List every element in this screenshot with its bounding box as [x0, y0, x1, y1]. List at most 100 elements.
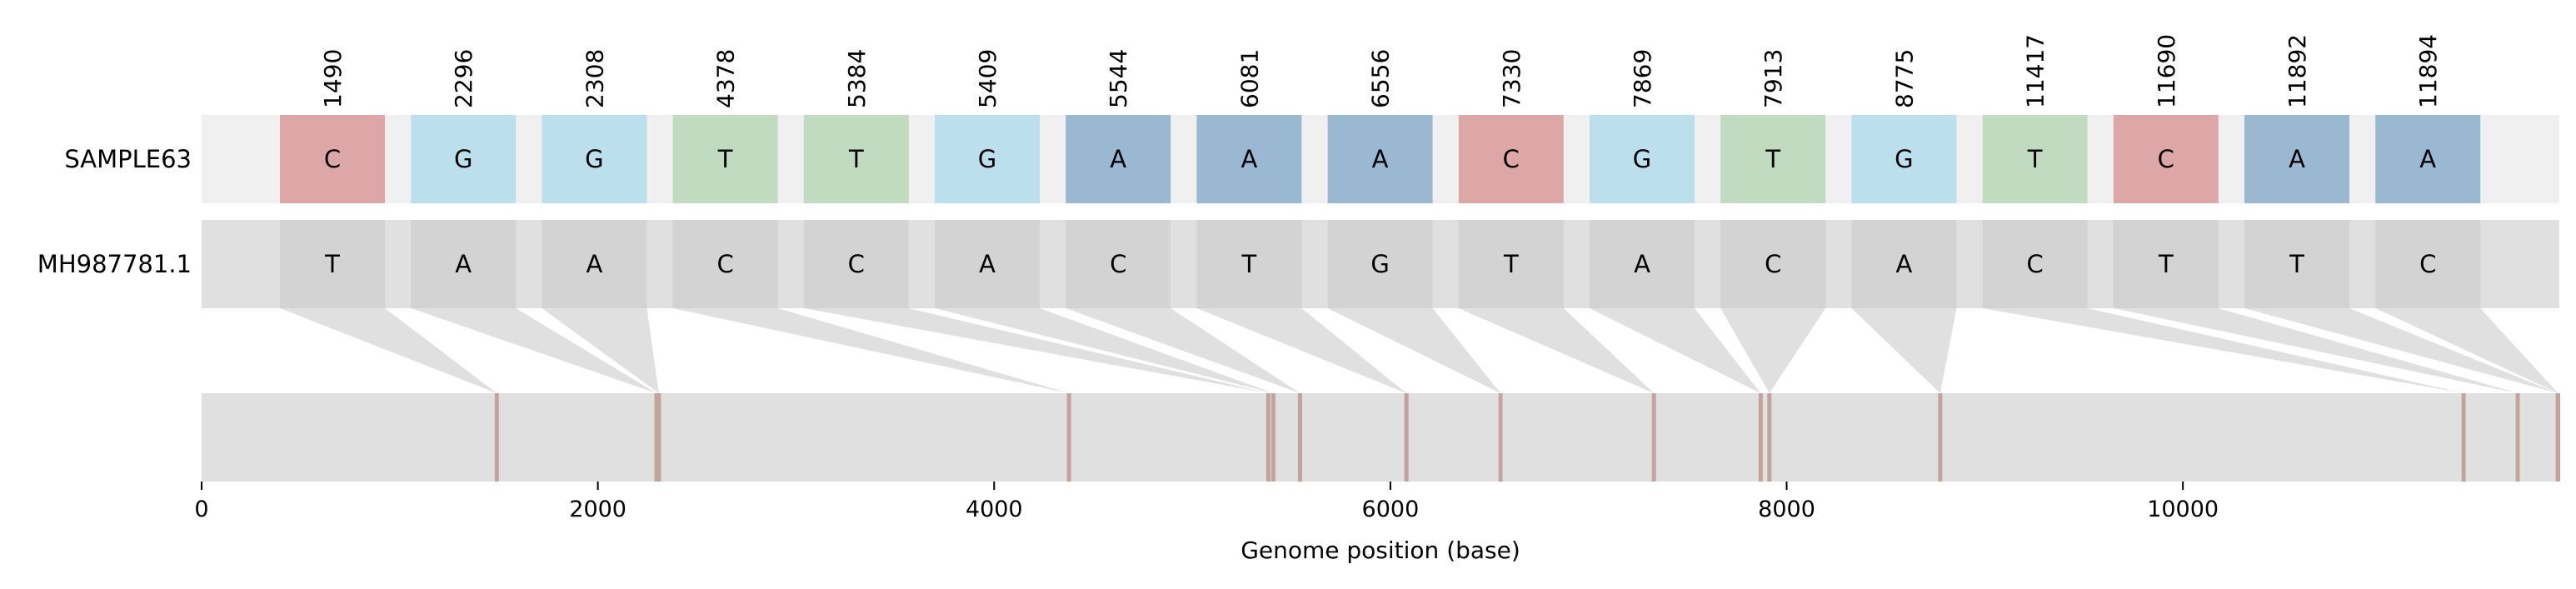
- snp-connector: [1720, 308, 1826, 393]
- snp-connector: [1458, 308, 1655, 393]
- sample-base-cell: [2375, 115, 2481, 203]
- sample-base-label: G: [1895, 145, 1913, 173]
- sample-base-label: C: [1503, 145, 1520, 173]
- position-label: 11417: [2022, 34, 2049, 108]
- snp-marker: [1767, 393, 1772, 482]
- reference-base-label: A: [1895, 250, 1912, 278]
- x-tick-label: 10000: [2147, 497, 2219, 522]
- position-label: 8775: [1890, 49, 1918, 108]
- snp-marker: [1266, 393, 1271, 482]
- snp-marker: [1498, 393, 1503, 482]
- position-label: 7869: [1629, 49, 1656, 108]
- snp-connector: [2244, 308, 2559, 393]
- snp-marker: [654, 393, 659, 482]
- x-axis-label: Genome position (base): [1241, 537, 1520, 564]
- sample-base-cell: [2113, 115, 2219, 203]
- row-label-layer: SAMPLE63 MH987781.1: [37, 145, 192, 278]
- sample-base-cell: [1458, 115, 1564, 203]
- position-label: 7913: [1760, 49, 1787, 108]
- sample-base-cell: [1327, 115, 1433, 203]
- sample-base-label: T: [2027, 145, 2043, 173]
- genome-track: [202, 393, 2559, 482]
- reference-base-cell: [1720, 220, 1826, 308]
- sample-base-label: G: [454, 145, 472, 173]
- reference-base-label: C: [1765, 250, 1781, 278]
- snp-connector: [1327, 308, 1501, 393]
- row-label: SAMPLE63: [64, 145, 192, 173]
- x-tick-label: 2000: [569, 497, 627, 522]
- reference-base-label: T: [2289, 250, 2304, 278]
- snp-marker: [2461, 393, 2466, 482]
- reference-base-cell: [672, 220, 778, 308]
- reference-base-label: C: [1110, 250, 1126, 278]
- reference-base-label: A: [979, 250, 996, 278]
- sample-base-label: C: [324, 145, 341, 173]
- reference-base-label: A: [1634, 250, 1650, 278]
- position-label-layer: 1490 2296 2308 4378 5384 5409 5544 6081 6556 7330…: [319, 34, 2442, 108]
- sample-base-label: A: [1241, 145, 1257, 173]
- sample-base-label: A: [1110, 145, 1126, 173]
- snp-connector: [803, 308, 1269, 393]
- position-label: 4378: [712, 49, 740, 108]
- reference-base-label: A: [586, 250, 602, 278]
- snp-marker: [656, 393, 661, 482]
- reference-base-label: T: [1503, 250, 1519, 278]
- snp-marker: [1938, 393, 1943, 482]
- position-label: 7330: [1498, 49, 1525, 108]
- snp-marker: [1271, 393, 1276, 482]
- snp-connector: [1851, 308, 1957, 393]
- snp-connector: [542, 308, 659, 393]
- position-label: 2296: [450, 49, 477, 108]
- base-cell-layer: C T G A G A T C T C G A A C A T A G C T G A T C G A T C C T A T A C: [280, 115, 2481, 308]
- reference-base-label: C: [2419, 250, 2436, 278]
- reference-base-cell: [1327, 220, 1433, 308]
- reference-base-cell: [2244, 220, 2349, 308]
- reference-base-label: G: [1370, 250, 1389, 278]
- position-label: 11892: [2284, 34, 2311, 108]
- reference-base-label: T: [324, 250, 340, 278]
- snp-connector: [1196, 308, 1407, 393]
- sample-base-label: C: [2158, 145, 2174, 173]
- reference-base-cell: [803, 220, 909, 308]
- x-tick-label: 0: [194, 497, 208, 522]
- reference-base-cell: [542, 220, 647, 308]
- sample-base-cell: [935, 115, 1040, 203]
- reference-base-label: C: [2026, 250, 2043, 278]
- reference-base-cell: [1590, 220, 1695, 308]
- sample-base-cell: [1982, 115, 2088, 203]
- sample-base-label: G: [978, 145, 996, 173]
- snp-connector: [1590, 308, 1761, 393]
- sample-base-cell: [280, 115, 385, 203]
- reference-base-cell: [411, 220, 517, 308]
- sample-base-cell: [1720, 115, 1826, 203]
- reference-base-cell: [1066, 220, 1171, 308]
- snp-marker: [1404, 393, 1409, 482]
- sample-base-cell: [672, 115, 778, 203]
- snp-marker-layer: [494, 393, 2561, 482]
- reference-base-cell: [1851, 220, 1957, 308]
- x-tick-label: 8000: [1758, 497, 1815, 522]
- snp-connector: [280, 308, 497, 393]
- position-label: 2308: [581, 49, 608, 108]
- sample-base-label: T: [848, 145, 864, 173]
- snp-marker: [1297, 393, 1302, 482]
- reference-base-label: C: [716, 250, 733, 278]
- sample-base-cell: [411, 115, 517, 203]
- snp-connector: [935, 308, 1274, 393]
- x-tick-label: 4000: [966, 497, 1023, 522]
- row-label: MH987781.1: [37, 250, 192, 278]
- sample-base-label: G: [1633, 145, 1651, 173]
- reference-base-cell: [935, 220, 1040, 308]
- position-label: 11690: [2153, 34, 2180, 108]
- position-label: 11894: [2414, 34, 2442, 108]
- x-tick-label: 6000: [1362, 497, 1420, 522]
- sample-base-label: G: [585, 145, 603, 173]
- position-label: 6556: [1367, 49, 1395, 108]
- sample-base-cell: [1590, 115, 1695, 203]
- snp-connector: [672, 308, 1070, 393]
- x-axis: 0 2000 4000 6000 8000 10000: [194, 482, 2219, 522]
- position-label: 5384: [843, 49, 871, 108]
- sample-base-label: T: [1765, 145, 1780, 173]
- reference-base-cell: [280, 220, 385, 308]
- snp-marker: [1651, 393, 1656, 482]
